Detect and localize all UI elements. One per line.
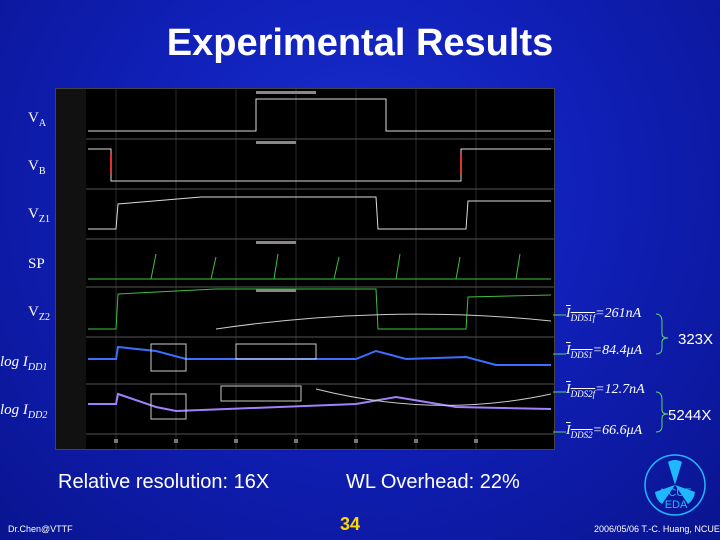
idd2-curve [315, 388, 552, 406]
label-vz2: VZ2 [28, 304, 50, 323]
sp-trace [88, 253, 551, 280]
idd2-annotation-box [220, 385, 302, 402]
oscilloscope-plot [55, 88, 555, 450]
vz2-trace [88, 288, 552, 330]
label-va: VA [28, 110, 47, 129]
ratio-5244x: 5244X [668, 407, 712, 424]
label-sp: SP [28, 256, 45, 272]
relative-resolution-text: Relative resolution: 16X [58, 471, 270, 493]
right-footer: 2006/05/06 T.-C. Huang, NCUE [594, 524, 720, 534]
current-idds2f: IDDS2f=12.7nA [566, 382, 645, 399]
scope-markers [256, 91, 316, 292]
vb-trace [88, 148, 551, 182]
page-number: 34 [340, 514, 361, 534]
vz2-curve [215, 313, 552, 330]
panel-separators [86, 138, 554, 435]
va-trace [88, 98, 551, 132]
label-vb: VB [28, 158, 46, 177]
label-log-idd1: log IDD1 [0, 354, 48, 373]
time-axis-ticks [114, 439, 478, 443]
label-vz1: VZ1 [28, 206, 50, 225]
axis-annotation-column [56, 89, 86, 449]
vz1-trace [88, 196, 551, 230]
ratio-323x: 323X [678, 331, 714, 348]
wl-overhead-text: WL Overhead: 22% [346, 471, 520, 493]
idd1-zoom-box [150, 343, 187, 372]
slide-title: Experimental Results [166, 22, 554, 64]
ncue-eda-logo [644, 454, 706, 516]
idd2-zoom-box [150, 393, 187, 420]
current-idds1f: IDDS1f=261nA [566, 306, 642, 323]
current-idds1: IDDS1=84.4μA [566, 343, 643, 360]
log-idd2-trace [88, 392, 552, 413]
idd1-annotation-box [235, 343, 317, 360]
left-footer: Dr.Chen@VTTF [8, 524, 73, 534]
label-log-idd2: log IDD2 [0, 402, 48, 421]
logo-text: NCUE EDA [660, 487, 692, 511]
current-idds2: IDDS2=66.6μA [566, 423, 643, 440]
waveform-svg [56, 89, 554, 449]
log-idd1-trace [88, 345, 551, 366]
